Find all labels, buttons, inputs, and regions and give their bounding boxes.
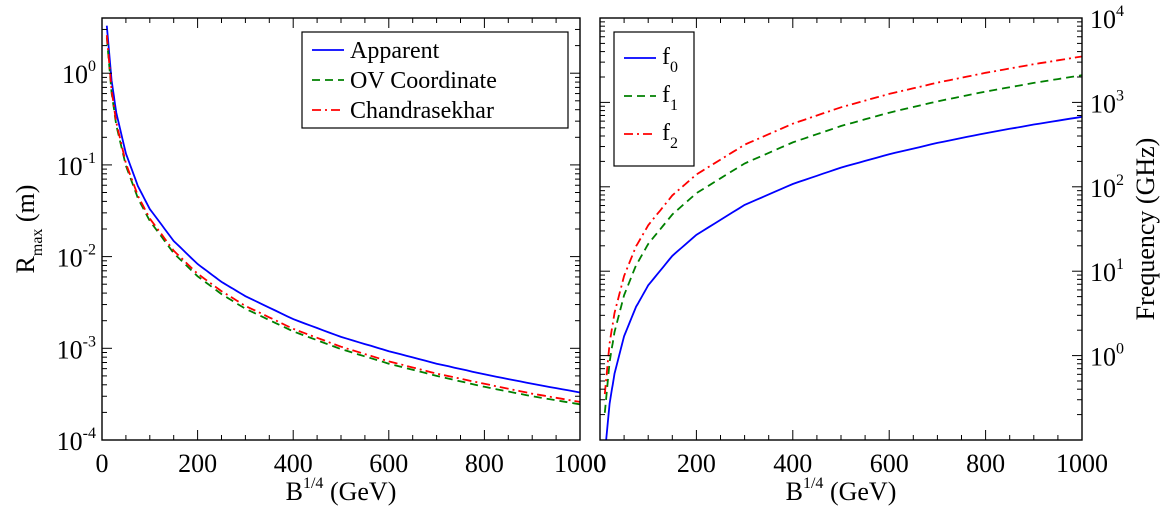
legend-label: Chandrasekhar [350,98,494,124]
series-line-chandrasekhar [105,35,580,403]
legend-label: Apparent [350,38,440,64]
y-tick-label: 10-4 [57,425,96,456]
left-panel: 0 200 400 600 800 1000 10-4 10-3 10-2 10-1 100 B1/4… [11,17,606,506]
y-tick-label: 101 [1090,256,1124,287]
y-axis-label: Frequency (GHz) [1131,138,1160,321]
y-tick-label: 10-2 [57,242,96,273]
y-axis-label: Rmax (m) [11,185,46,274]
series-line-f1 [603,74,1082,413]
x-axis-ticks [101,18,581,440]
series-line-f2 [603,55,1082,395]
series-line-apparent [105,25,580,394]
x-tick-label: 0 [594,449,607,478]
y-tick-label: 104 [1090,3,1124,34]
x-tick-label: 200 [677,449,716,478]
legend-box [301,31,569,129]
y-tick-label: 100 [1090,341,1124,372]
x-axis-label: B1/4 (GeV) [286,475,397,506]
right-panel: 0 200 400 600 800 1000 100 101 102 103 104 B1/4 (Ge… [594,3,1161,506]
x-tick-label: 400 [773,449,812,478]
x-axis-label: B1/4 (GeV) [786,475,897,506]
x-tick-label: 1000 [554,449,606,478]
x-tick-label: 0 [96,449,109,478]
y-axis-ticks [102,17,580,441]
legend: Apparent OV Coordinate Chandrasekhar [301,31,569,129]
x-tick-label: 200 [178,449,217,478]
series-line-ov-coordinate [105,37,580,406]
y-tick-label: 100 [62,58,96,89]
y-tick-label: 102 [1090,172,1124,203]
x-tick-label: 400 [274,449,313,478]
legend-label: f0 [662,44,678,76]
legend-label: f2 [662,120,678,152]
legend-box [613,31,695,167]
series-line-f0 [605,115,1082,440]
y-tick-label: 10-1 [57,150,96,181]
y-tick-label: 103 [1090,87,1124,118]
legend-label: OV Coordinate [350,68,497,94]
x-axis-ticks [599,18,1083,440]
series-lines [105,25,580,406]
legend: f0 f1 f2 [613,31,695,167]
x-tick-label: 800 [966,449,1005,478]
y-tick-label: 10-3 [57,333,96,364]
legend-label: f1 [662,82,678,114]
y-axis-ticks [600,17,1082,441]
x-tick-label: 800 [465,449,504,478]
x-tick-label: 600 [369,449,408,478]
x-tick-label: 1000 [1056,449,1108,478]
series-lines [603,55,1082,440]
x-tick-label: 600 [870,449,909,478]
